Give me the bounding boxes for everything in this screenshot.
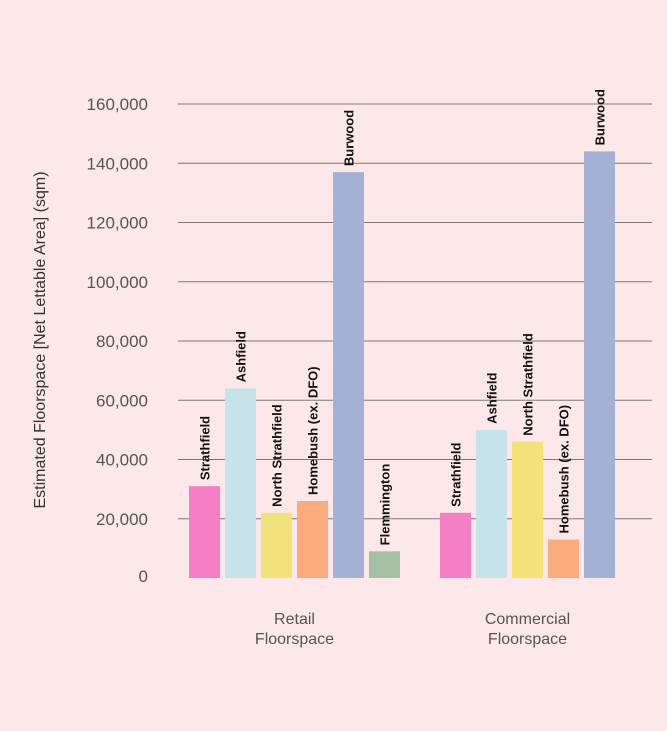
y-axis-title: Estimated Floorspace [Net Lettable Area]… [32,171,49,508]
bar [189,486,220,578]
bar [225,388,256,578]
bar-label: Ashfield [485,373,500,424]
y-tick-label: 0 [139,567,148,586]
y-tick-label: 20,000 [96,510,148,529]
category-label: Commercial Floorspace [485,611,570,648]
category-label: Retail Floorspace [255,611,334,648]
y-axis-ticks: 0 20,000 40,000 60,000 80,000 100,000 120,000 1… [87,95,148,586]
bar [369,551,400,578]
bars [189,151,615,578]
bar [440,512,471,578]
bar [297,500,328,578]
bar-label: Strathfield [449,442,464,506]
bar [261,512,292,578]
bar-label: Flemmington [378,464,393,546]
y-tick-label: 100,000 [87,273,148,292]
bar-label: Homebush (ex. DFO) [306,366,321,495]
bar-label: Burwood [342,110,357,166]
bar-label: Ashfield [234,331,249,382]
gridlines [178,103,652,520]
bar-label: Burwood [593,89,608,145]
y-tick-label: 160,000 [87,95,148,114]
y-tick-label: 140,000 [87,154,148,173]
bar-label: North Strathfield [270,404,285,507]
bar-label: North Strathfield [521,333,536,436]
y-tick-label: 40,000 [96,451,148,470]
bar [584,151,615,578]
y-tick-label: 120,000 [87,214,148,233]
y-tick-label: 80,000 [96,332,148,351]
bar-labels: Strathfield Ashfield North Strathfield Home… [198,89,608,545]
x-axis-categories: Retail Floorspace Commercial Floorspace [255,611,570,648]
bar-label: Strathfield [198,416,213,480]
bar [548,539,579,578]
bar-label: Homebush (ex. DFO) [557,405,572,534]
bar [333,172,364,578]
bar [512,441,543,578]
y-tick-label: 60,000 [96,391,148,410]
bar [476,429,507,578]
